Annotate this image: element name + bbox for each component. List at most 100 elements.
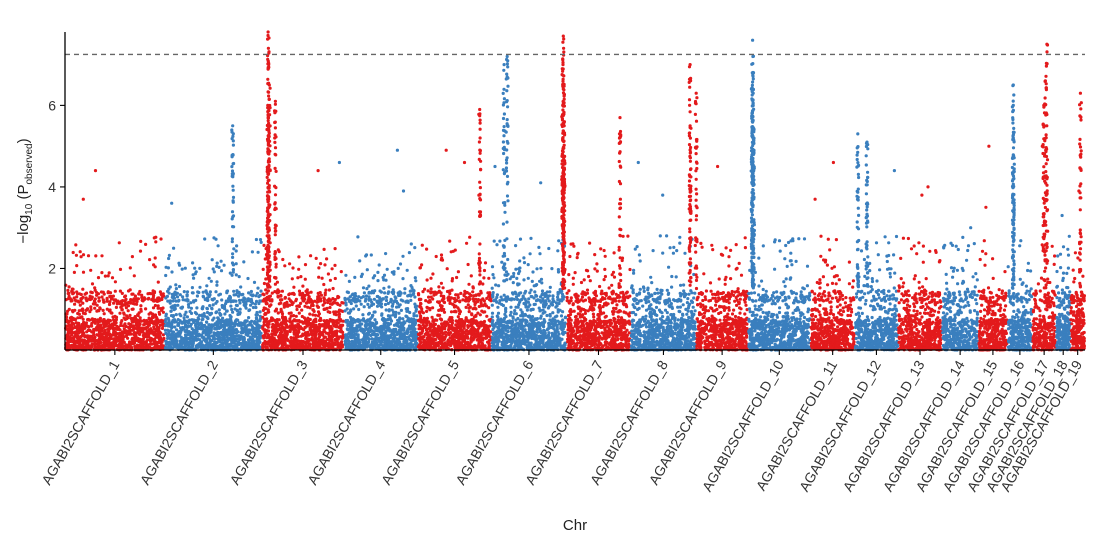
snp-point-1359 — [209, 279, 213, 283]
snp-point-2918 — [273, 290, 277, 294]
snp-point-2108 — [239, 330, 243, 335]
snp-point-2378 — [167, 329, 172, 333]
snp-point-1164 — [81, 342, 86, 346]
snp-point-4912 — [486, 291, 490, 295]
snp-point-635 — [151, 289, 155, 293]
snp-point-2225 — [166, 336, 170, 340]
snp-point-4525 — [409, 319, 413, 323]
snp-point-4603 — [453, 248, 457, 252]
snp-point-840 — [73, 325, 77, 329]
snp-point-2211 — [238, 323, 242, 327]
snp-point-1355 — [182, 316, 186, 320]
snp-point-980 — [71, 331, 76, 335]
snp-point-4537 — [412, 346, 416, 350]
snp-point-464 — [140, 293, 144, 297]
snp-point-614 — [103, 328, 107, 332]
snp-point-4543 — [395, 343, 399, 347]
snp-point-222 — [157, 310, 161, 314]
snp-point-3972 — [401, 299, 405, 303]
snp-point-2414 — [230, 155, 234, 159]
snp-point-4331 — [383, 331, 388, 335]
snp-point-1353 — [254, 237, 258, 242]
snp-point-2939 — [331, 286, 335, 291]
snp-point-2165 — [187, 333, 191, 337]
snp-point-3409 — [263, 342, 267, 346]
snp-point-1924 — [242, 260, 246, 264]
snp-point-1753 — [203, 237, 207, 241]
snp-point-1846 — [259, 289, 263, 293]
snp-point-3338 — [338, 345, 342, 349]
snp-point-3271 — [304, 336, 308, 340]
snp-point-3413 — [312, 346, 316, 350]
snp-point-2355 — [241, 342, 245, 346]
snp-point-2799 — [287, 311, 291, 315]
snp-point-712 — [133, 302, 137, 306]
snp-point-1195 — [102, 331, 106, 335]
snp-point-1580 — [216, 244, 220, 248]
snp-point-4941 — [454, 293, 458, 297]
snp-point-4511 — [383, 341, 387, 345]
snp-point-3604 — [265, 167, 269, 171]
snp-point-3641 — [273, 111, 277, 115]
snp-point-1524 — [232, 247, 236, 251]
snp-point-1200 — [106, 321, 110, 325]
snp-point-1861 — [171, 346, 175, 350]
snp-point-2741 — [333, 263, 337, 267]
snp-point-4654 — [467, 310, 471, 314]
snp-point-3866 — [382, 286, 386, 290]
snp-point-3027 — [279, 294, 283, 298]
snp-point-1053 — [121, 332, 125, 336]
snp-point-12 — [76, 316, 80, 320]
snp-point-4393 — [348, 320, 352, 324]
snp-point-1119 — [140, 344, 144, 348]
snp-point-1000 — [123, 322, 127, 326]
snp-point-1196 — [69, 329, 73, 333]
snp-point-2941 — [297, 311, 301, 315]
snp-point-410 — [81, 270, 86, 274]
snp-point-3568 — [268, 86, 272, 90]
snp-point-4111 — [344, 303, 348, 307]
snp-point-1127 — [141, 340, 145, 344]
snp-point-4216 — [393, 328, 397, 332]
snp-point-1902 — [229, 304, 233, 308]
snp-point-3389 — [298, 320, 302, 324]
snp-point-4550 — [401, 189, 406, 193]
snp-point-71 — [126, 304, 131, 308]
snp-point-3408 — [306, 322, 310, 326]
snp-point-316 — [93, 306, 97, 310]
snp-point-1337 — [222, 263, 226, 267]
snp-point-3394 — [267, 322, 271, 326]
snp-point-3546 — [267, 94, 271, 98]
snp-point-4155 — [391, 313, 395, 317]
snp-point-3012 — [266, 310, 270, 314]
snp-point-1186 — [104, 336, 108, 341]
snp-point-1099 — [146, 334, 150, 338]
snp-point-1533 — [164, 312, 168, 316]
snp-point-605 — [107, 271, 111, 275]
snp-point-4432 — [396, 318, 400, 322]
snp-point-2959 — [336, 310, 341, 314]
snp-point-1123 — [78, 335, 82, 339]
snp-point-2884 — [308, 312, 312, 316]
snp-point-596 — [84, 308, 88, 312]
snp-point-2950 — [332, 312, 336, 316]
snp-point-4188 — [352, 298, 356, 303]
snp-point-2848 — [322, 296, 326, 300]
snp-point-868 — [122, 340, 126, 344]
snp-point-1586 — [212, 270, 216, 274]
snp-point-2202 — [215, 321, 220, 325]
snp-point-193 — [81, 301, 85, 305]
snp-point-4900 — [428, 298, 432, 303]
snp-point-3018 — [291, 301, 295, 305]
snp-point-4170 — [413, 295, 417, 299]
snp-point-3778 — [375, 304, 380, 308]
snp-point-1166 — [128, 322, 132, 326]
snp-point-592 — [74, 243, 78, 247]
snp-point-1849 — [205, 306, 209, 310]
snp-point-1189 — [124, 324, 128, 329]
snp-point-3645 — [273, 152, 277, 156]
snp-point-2897 — [316, 310, 321, 314]
snp-point-2371 — [186, 319, 190, 323]
snp-point-2764 — [265, 291, 269, 295]
snp-point-807 — [120, 343, 124, 347]
